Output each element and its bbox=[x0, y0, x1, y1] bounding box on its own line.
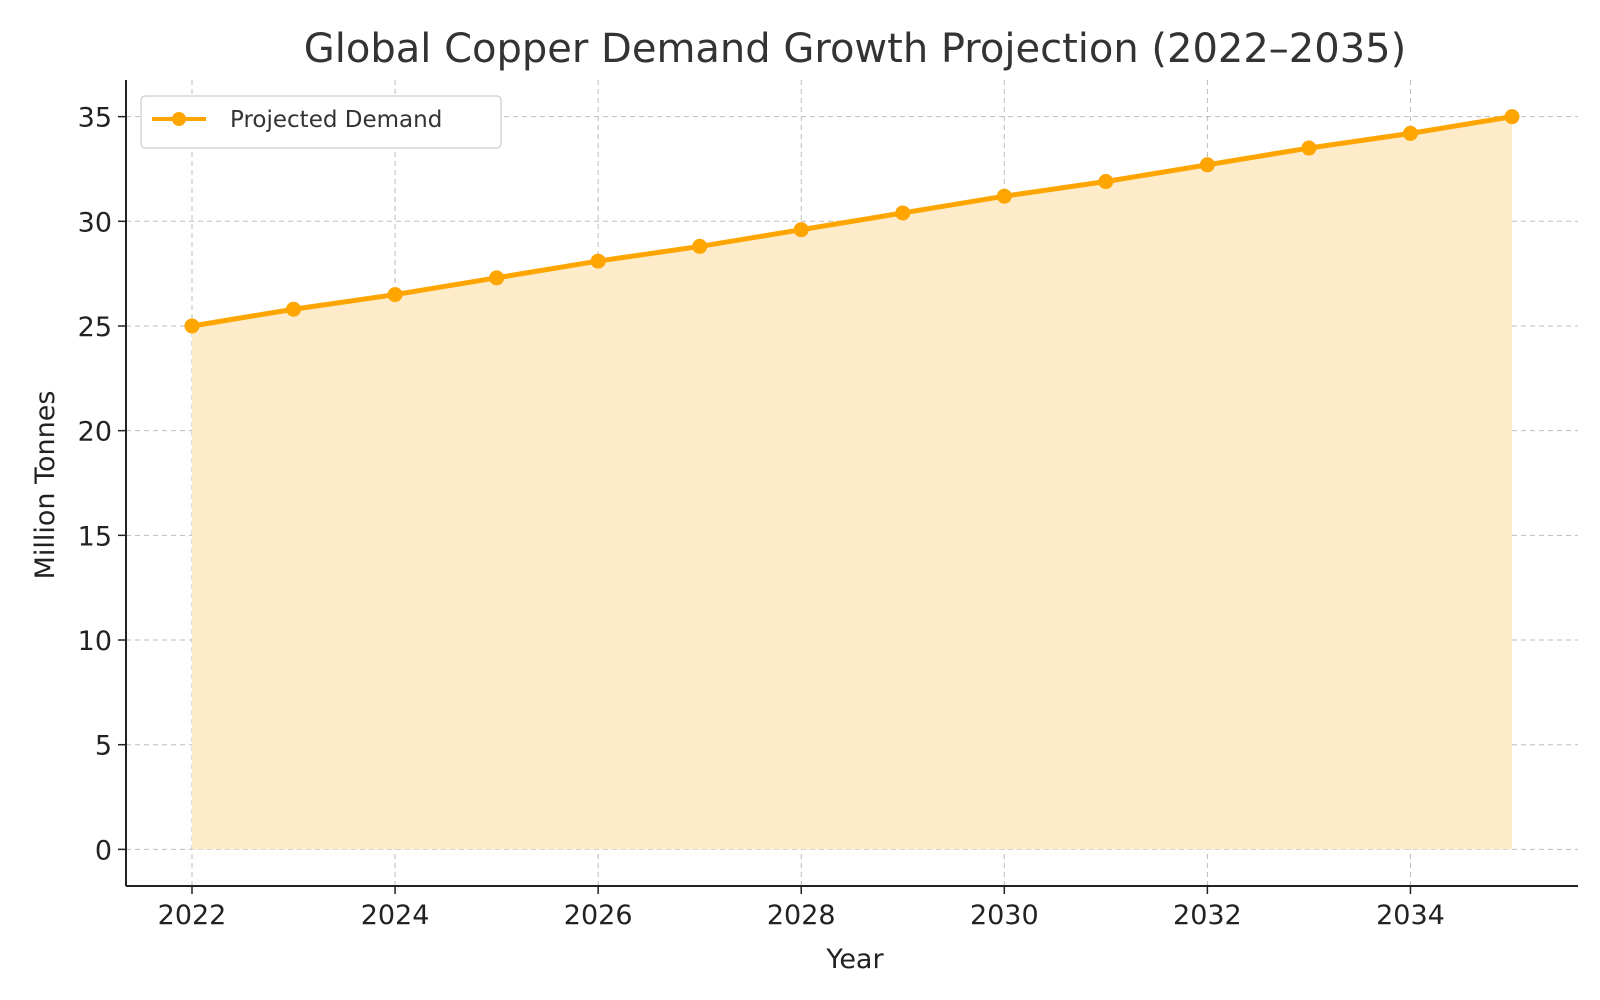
data-point bbox=[590, 253, 606, 269]
series-line-layer bbox=[189, 114, 1515, 329]
y-axis-label: Million Tonnes bbox=[30, 391, 61, 580]
series-line-projected-demand bbox=[189, 114, 1515, 329]
x-tick-label: 2032 bbox=[1173, 900, 1242, 931]
y-tick-label: 25 bbox=[78, 312, 112, 343]
data-point bbox=[1301, 140, 1317, 156]
x-tick-label: 2028 bbox=[767, 900, 836, 931]
data-points bbox=[184, 109, 1520, 334]
data-point bbox=[895, 205, 911, 221]
data-point bbox=[1504, 109, 1520, 125]
legend-label: Projected Demand bbox=[230, 107, 442, 133]
data-point bbox=[793, 222, 809, 238]
axes bbox=[125, 80, 1578, 887]
y-axis-ticks: 0 5 10 15 20 25 30 35 bbox=[78, 103, 126, 866]
x-tick-label: 2034 bbox=[1376, 900, 1445, 931]
data-point bbox=[1402, 125, 1418, 141]
data-point bbox=[692, 238, 708, 254]
area-fill-layer bbox=[192, 116, 1512, 850]
legend: Projected Demand bbox=[140, 95, 502, 149]
data-point bbox=[184, 318, 200, 334]
chart-title: Global Copper Demand Growth Projection (… bbox=[304, 26, 1406, 72]
legend-marker-swatch bbox=[172, 112, 186, 126]
y-tick-label: 20 bbox=[78, 417, 112, 448]
legend-box bbox=[140, 95, 502, 149]
y-tick-label: 30 bbox=[78, 207, 112, 238]
y-tick-label: 0 bbox=[95, 835, 112, 866]
x-tick-label: 2024 bbox=[361, 900, 430, 931]
data-point bbox=[1199, 157, 1215, 173]
data-point bbox=[286, 301, 302, 317]
data-point bbox=[387, 287, 403, 303]
x-axis-ticks: 2022 2024 2026 2028 2030 2032 2034 bbox=[158, 886, 1445, 931]
x-axis-label: Year bbox=[825, 944, 884, 975]
x-tick-label: 2022 bbox=[158, 900, 227, 931]
x-tick-label: 2030 bbox=[970, 900, 1039, 931]
data-point bbox=[996, 188, 1012, 204]
area-fill bbox=[192, 116, 1512, 850]
x-tick-label: 2026 bbox=[564, 900, 633, 931]
data-point bbox=[1098, 174, 1114, 190]
data-point bbox=[489, 270, 505, 286]
y-tick-label: 35 bbox=[78, 103, 112, 134]
y-tick-label: 15 bbox=[78, 521, 112, 552]
y-tick-label: 10 bbox=[78, 626, 112, 657]
y-tick-label: 5 bbox=[95, 731, 112, 762]
